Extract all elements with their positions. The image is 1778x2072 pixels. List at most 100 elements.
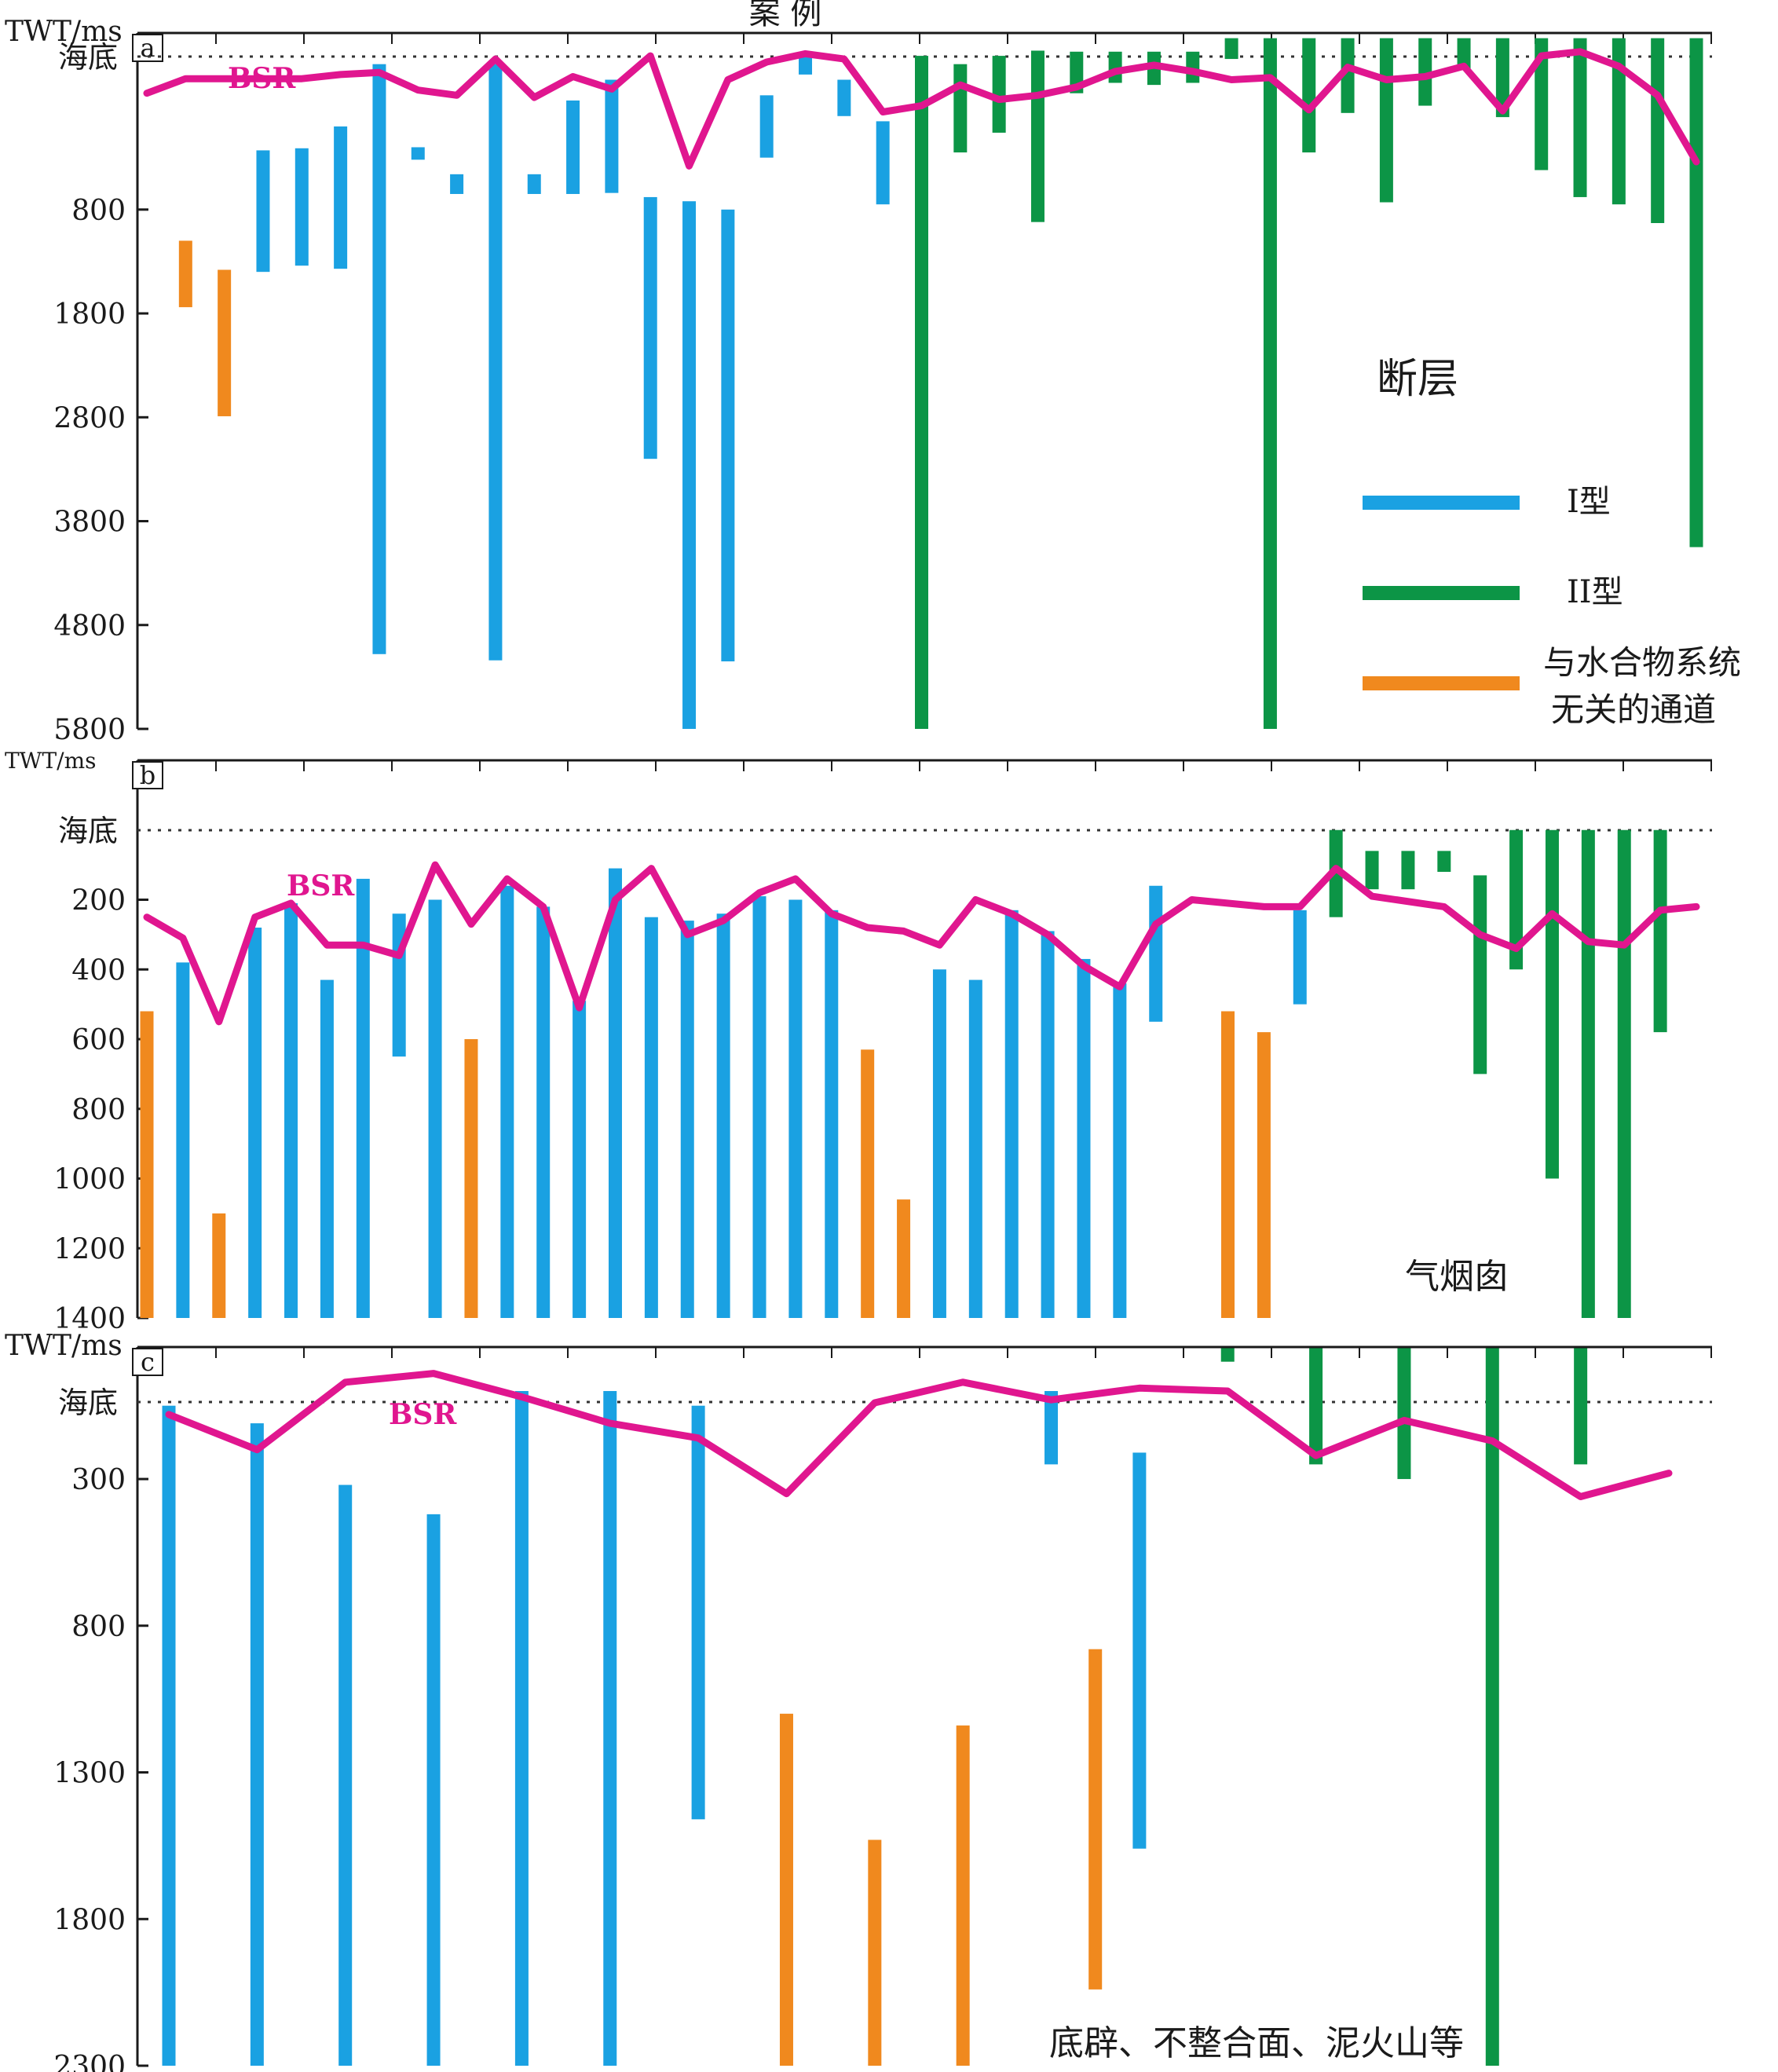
y-tick-label: 400 — [71, 954, 126, 987]
bsr-line — [165, 1370, 1673, 1500]
y-tick-label: 1200 — [53, 1233, 126, 1265]
bar-type2 — [1329, 829, 1343, 917]
bsr-label: BSR — [287, 869, 355, 902]
y-axis-title: TWT/ms — [5, 748, 96, 774]
bar-type1 — [603, 1391, 617, 2066]
bar-type1 — [536, 906, 551, 1318]
bar-type1 — [320, 979, 334, 1318]
y-tick-label: 800 — [71, 1094, 126, 1126]
legend-heading: 断层 — [1377, 356, 1458, 403]
bar-type2 — [1309, 1347, 1323, 1465]
bar-unrelated — [218, 269, 232, 416]
bar-type1 — [450, 174, 464, 194]
bar-type1 — [256, 150, 270, 273]
bar-type1 — [825, 910, 839, 1318]
bar-unrelated — [861, 1049, 875, 1318]
bar-type1 — [605, 79, 619, 193]
y-tick-label: 4800 — [53, 610, 126, 642]
y-tick-label: 3800 — [53, 507, 126, 539]
bar-type2 — [1612, 38, 1626, 205]
bar-type1 — [162, 1405, 176, 2066]
y-axis-title: TWT/ms — [5, 16, 123, 48]
bar-type1 — [680, 921, 694, 1318]
bar-type1 — [284, 902, 298, 1318]
bar-type1 — [488, 64, 503, 661]
legend-label-unrelated: 与水合物系统 — [1543, 643, 1741, 682]
bar-type1 — [608, 868, 622, 1318]
bar-type1 — [500, 885, 514, 1318]
y-axis-title: TWT/ms — [5, 1330, 123, 1362]
bar-unrelated — [897, 1199, 911, 1318]
bar-type1 — [752, 896, 766, 1318]
bar-type1 — [334, 126, 348, 269]
bar-type2 — [915, 56, 928, 730]
y-tick-label: 800 — [71, 1611, 126, 1643]
bar-type2 — [1397, 1347, 1411, 1480]
bar-type1 — [968, 979, 982, 1318]
bar-unrelated — [1257, 1032, 1271, 1318]
bar-type1 — [411, 147, 425, 160]
bar-type1 — [799, 53, 813, 75]
bar-type1 — [1077, 958, 1091, 1318]
seabed-label: 海底 — [58, 1386, 118, 1420]
bar-type2 — [1485, 1347, 1499, 2066]
legend-swatch-type1 — [1363, 496, 1520, 510]
bar-type1 — [527, 174, 541, 194]
bar-type1 — [876, 121, 890, 205]
bar-type2 — [1341, 38, 1355, 113]
bar-unrelated — [464, 1039, 478, 1318]
bar-type1 — [176, 962, 190, 1318]
bar-type2 — [1030, 50, 1044, 222]
legend-swatch-unrelated — [1363, 676, 1520, 690]
bar-type2 — [1365, 851, 1379, 890]
bsr-line — [143, 861, 1700, 1026]
y-tick-label: 600 — [71, 1024, 126, 1056]
bar-type1 — [295, 148, 309, 266]
bar-type1 — [372, 64, 386, 654]
bar-type2 — [1573, 38, 1587, 197]
bar-type2 — [1495, 38, 1509, 118]
bsr-label: BSR — [389, 1398, 457, 1431]
bar-type2 — [953, 64, 968, 153]
bar-type2 — [1581, 829, 1595, 1318]
bar-type2 — [1302, 38, 1316, 153]
bar-unrelated — [868, 1840, 882, 2066]
seabed-label: 海底 — [58, 814, 118, 848]
bar-type2 — [1379, 38, 1393, 203]
bar-type2 — [1653, 829, 1667, 1033]
bar-type1 — [426, 1514, 441, 2066]
bar-type2 — [1401, 851, 1415, 890]
bar-type1 — [566, 100, 580, 194]
bar-type1 — [1149, 885, 1163, 1022]
bar-type2 — [1437, 851, 1451, 872]
legend-label-type1: I型 — [1567, 484, 1611, 520]
bar-unrelated — [1088, 1649, 1103, 1990]
bar-type1 — [1132, 1452, 1147, 1849]
bar-type2 — [1509, 829, 1524, 970]
bar-type2 — [1263, 38, 1277, 729]
y-tick-label: 1400 — [53, 1303, 126, 1335]
bar-type1 — [691, 1405, 705, 1820]
bar-type1 — [1041, 931, 1055, 1318]
bsr-line — [143, 48, 1700, 170]
panel-letter: a — [140, 33, 155, 63]
bar-type2 — [1473, 875, 1487, 1074]
y-tick-label: 800 — [71, 195, 126, 227]
bar-type1 — [248, 928, 262, 1318]
bar-type1 — [250, 1423, 264, 2066]
panel-letter-box — [132, 761, 163, 789]
bar-type2 — [1535, 38, 1549, 170]
y-tick-label: 1300 — [53, 1758, 126, 1790]
bar-unrelated — [956, 1725, 970, 2066]
y-tick-label: 1800 — [53, 1904, 126, 1936]
bsr-label: BSR — [228, 62, 296, 95]
bar-type2 — [992, 56, 1006, 133]
bar-type1 — [573, 1001, 587, 1318]
y-tick-label: 2800 — [53, 402, 126, 434]
y-tick-label: 5800 — [53, 714, 126, 746]
bar-type1 — [721, 209, 735, 662]
bar-unrelated — [1221, 1011, 1235, 1318]
bar-type2 — [1617, 829, 1631, 1318]
bar-unrelated — [212, 1213, 226, 1318]
